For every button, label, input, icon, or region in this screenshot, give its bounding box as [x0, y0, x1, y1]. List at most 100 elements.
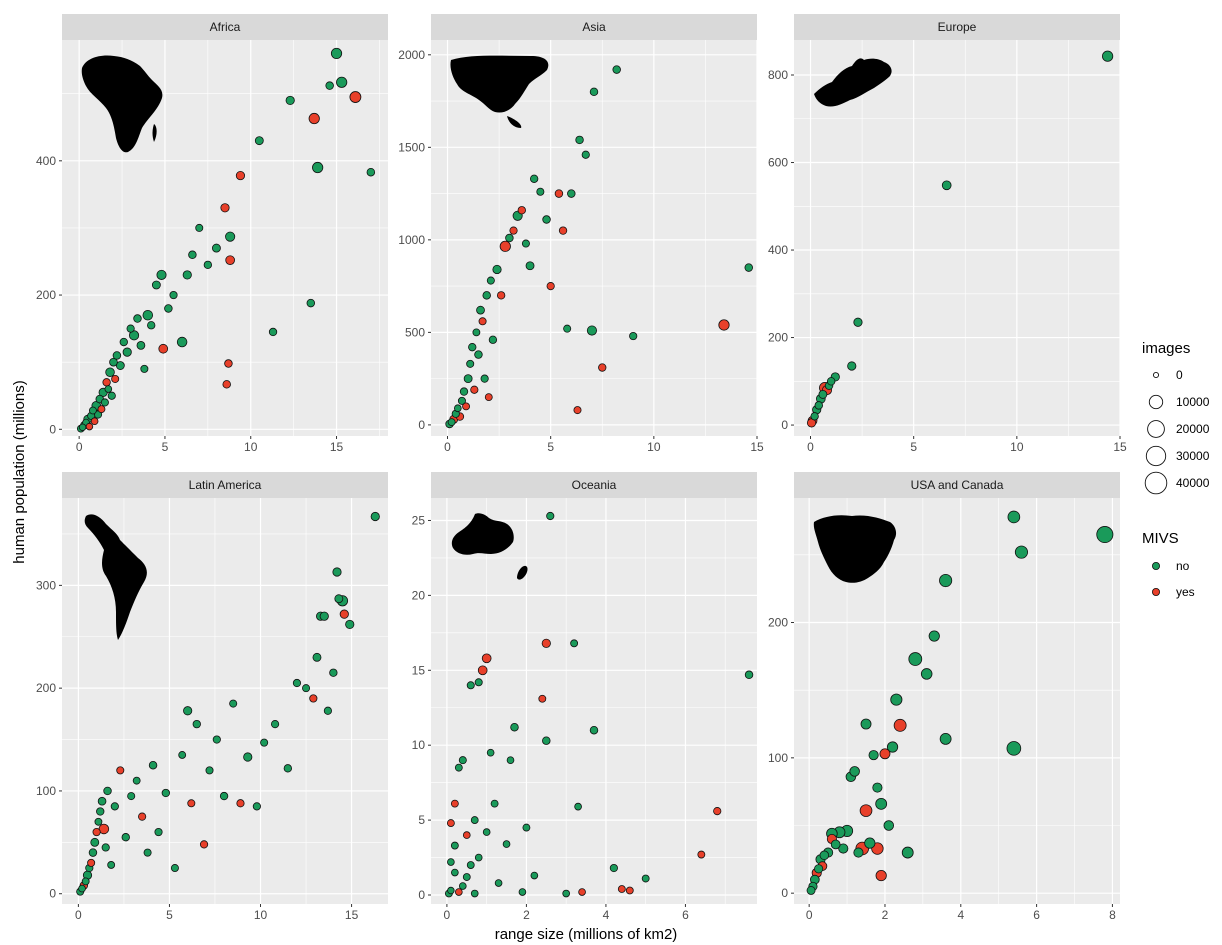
data-point-yes [222, 380, 231, 389]
data-point-no [183, 706, 193, 716]
panel-europe: Europe 0 5 10 15 0 200 400 600 800 [768, 14, 1127, 454]
data-point-no [345, 619, 355, 630]
data-point-yes [538, 694, 547, 703]
data-point-yes [893, 718, 907, 732]
data-point-no [486, 276, 495, 285]
data-point-no [586, 325, 597, 336]
data-point-no [458, 756, 467, 765]
data-point-no [476, 305, 485, 315]
x-tick-label: 10 [254, 908, 268, 922]
panel-title: Oceania [572, 478, 617, 492]
region-silhouette [813, 515, 897, 583]
data-point-no [589, 87, 599, 97]
y-tick-label: 400 [36, 154, 56, 168]
panel-title: Asia [582, 20, 606, 34]
x-tick-label: 0 [444, 440, 451, 454]
y-tick-label: 0 [781, 886, 788, 900]
data-point-yes [462, 831, 471, 839]
data-point-yes [509, 226, 518, 235]
data-point-no [107, 391, 116, 400]
panel-strip [62, 14, 388, 40]
x-tick-label: 0 [444, 908, 451, 922]
x-tick-label: 6 [1033, 908, 1040, 922]
x-tick-label: 10 [1010, 440, 1024, 454]
data-point-no [466, 681, 475, 690]
y-tick-label: 100 [768, 751, 788, 765]
x-tick-label: 5 [910, 440, 917, 454]
data-point-yes [713, 807, 722, 816]
data-point-yes [554, 189, 564, 198]
data-point-no [319, 611, 329, 621]
data-point-yes [470, 385, 479, 394]
data-point-no [100, 398, 109, 407]
data-point-no [90, 837, 100, 847]
data-point-no [562, 889, 570, 898]
panel-background [431, 498, 757, 904]
x-tick-label: 2 [523, 908, 530, 922]
legend-size-label: 40000 [1176, 476, 1210, 490]
data-point-no [151, 280, 161, 290]
panel-strip [794, 14, 1120, 40]
data-point-no [330, 47, 343, 60]
panel-oceania: Oceania 0 2 4 6 0 5 10 15 20 25 [412, 472, 757, 922]
data-point-no [142, 309, 154, 321]
data-point-no [252, 802, 261, 811]
y-tick-label: 10 [412, 738, 426, 752]
data-point-no [104, 385, 113, 393]
data-point-no [140, 364, 149, 373]
data-point-no [819, 850, 830, 861]
data-point-yes [235, 170, 246, 181]
region-map-latin-america [84, 514, 147, 640]
data-point-yes [308, 112, 320, 125]
data-point-no [581, 150, 590, 159]
data-point-no [480, 374, 489, 383]
data-point-no [78, 884, 86, 893]
data-point-no [868, 750, 879, 761]
data-point-no [536, 187, 545, 196]
y-tick-label: 400 [768, 243, 788, 257]
y-tick-label: 0 [49, 422, 56, 436]
data-point-no [119, 337, 128, 347]
y-tick-label: 15 [412, 663, 426, 677]
data-point-no [243, 752, 253, 762]
x-tick-label: 15 [330, 440, 344, 454]
data-point-yes [102, 378, 111, 387]
data-point-yes [111, 374, 120, 383]
data-points [806, 510, 1114, 895]
data-point-no [506, 756, 515, 764]
data-point-no [872, 782, 883, 793]
x-tick-label: 0 [806, 908, 813, 922]
data-point-no [454, 404, 462, 413]
panel-title: Latin America [189, 478, 262, 492]
data-point-yes [85, 422, 94, 431]
data-point-no [589, 725, 599, 735]
data-point-no [860, 718, 872, 730]
data-point-no [744, 263, 753, 272]
data-point-yes [859, 804, 873, 817]
data-point-no [890, 693, 903, 706]
data-point-no [334, 594, 344, 604]
data-point-no [88, 406, 97, 415]
data-points [444, 511, 754, 898]
data-point-no [154, 827, 163, 837]
data-point-no [474, 350, 483, 359]
data-point-no [472, 328, 481, 337]
data-point-no [490, 799, 499, 808]
y-axis-title: human population (millions) [11, 380, 28, 563]
x-tick-label: 2 [882, 908, 889, 922]
x-tick-label: 15 [345, 908, 359, 922]
data-point-no [939, 574, 953, 588]
data-point-no [1007, 510, 1021, 524]
gridlines [431, 498, 757, 904]
data-point-yes [92, 827, 101, 837]
data-point-yes [339, 609, 349, 619]
legend-color-label: no [1176, 559, 1190, 573]
y-tick-label: 25 [412, 513, 426, 527]
data-point-no [81, 877, 90, 886]
region-silhouette [81, 55, 163, 153]
data-point-no [212, 735, 221, 744]
y-tick-label: 300 [36, 578, 56, 592]
data-point-yes [875, 869, 887, 882]
data-point-no [96, 807, 105, 816]
